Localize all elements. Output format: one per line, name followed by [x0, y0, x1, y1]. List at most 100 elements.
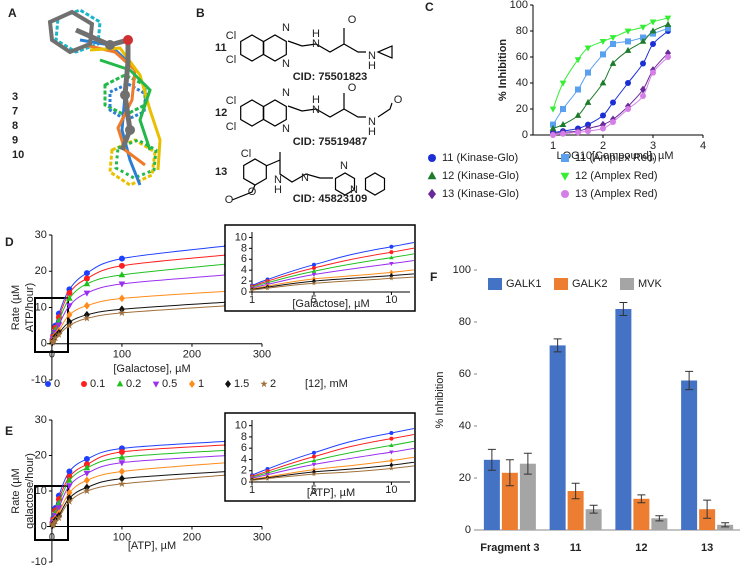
- marker: [389, 244, 394, 249]
- bar: [519, 463, 536, 530]
- ligand-label: 10: [12, 149, 24, 161]
- marker: [311, 266, 316, 270]
- legend-swatch: [554, 278, 568, 290]
- legend-label: 11 (Amplex Red): [575, 152, 657, 164]
- x-tick-label: 0: [49, 531, 55, 543]
- marker: [389, 443, 394, 447]
- bar: [615, 309, 632, 530]
- marker: [559, 80, 567, 87]
- marker: [561, 190, 569, 198]
- x-tick-label: 13: [701, 542, 713, 554]
- atom-label: N: [350, 184, 358, 196]
- y-tick-label: 0: [465, 524, 471, 536]
- marker: [152, 381, 160, 388]
- fit-curve: [251, 440, 414, 478]
- y-tick-label: 0: [41, 520, 47, 532]
- marker: [66, 303, 73, 310]
- atom-label: H: [368, 126, 376, 138]
- structure: [240, 93, 393, 127]
- y-tick-label: 10: [35, 301, 47, 313]
- bar: [483, 459, 500, 530]
- marker: [388, 465, 394, 471]
- fit-curve: [552, 30, 669, 133]
- marker: [55, 314, 62, 321]
- marker: [66, 468, 73, 475]
- marker: [584, 45, 592, 52]
- y-tick-label: 2: [241, 465, 247, 477]
- atom-label: H: [274, 184, 282, 196]
- x-tick-label: 300: [253, 531, 271, 543]
- x-tick-label: Fragment 3: [480, 542, 539, 554]
- marker: [550, 121, 556, 128]
- legend-label: 1: [198, 378, 204, 390]
- error-bar: [553, 338, 562, 353]
- ring: [240, 99, 264, 127]
- marker: [83, 487, 91, 495]
- inset-frame: [224, 224, 416, 312]
- legend-label: 12 (Amplex Red): [575, 170, 658, 182]
- error-bar: [655, 515, 664, 522]
- marker: [622, 221, 626, 225]
- marker: [118, 480, 126, 488]
- legend-label: 13 (Amplex Red): [575, 188, 658, 200]
- marker: [609, 59, 617, 66]
- marker: [66, 483, 73, 490]
- marker: [560, 130, 566, 137]
- marker: [389, 458, 394, 464]
- marker: [622, 257, 626, 262]
- marker: [260, 380, 268, 388]
- atom-label: N: [282, 87, 290, 99]
- atom-label: N: [282, 123, 290, 135]
- bond: [287, 93, 345, 118]
- marker: [249, 287, 255, 293]
- fit-curve: [52, 474, 228, 526]
- y-tick-label: 2: [241, 275, 247, 287]
- marker: [66, 488, 73, 497]
- x-tick-label: 300: [253, 349, 271, 361]
- atom-label: N: [312, 38, 320, 50]
- marker: [427, 171, 437, 180]
- ligand-label: 8: [12, 120, 18, 132]
- y-tick-label: 40: [459, 420, 471, 432]
- atom-label: N: [282, 22, 290, 34]
- atom-label: N: [340, 160, 348, 172]
- bar: [549, 345, 566, 530]
- legend-label: GALK2: [572, 278, 607, 290]
- x-tick-label: 1: [550, 140, 556, 152]
- marker: [574, 57, 582, 64]
- error-bar: [619, 302, 628, 316]
- x-tick-label: 5: [311, 294, 317, 306]
- marker: [51, 517, 60, 525]
- atom-label: N: [301, 172, 309, 184]
- fit-curve: [251, 456, 414, 480]
- marker: [83, 476, 90, 485]
- y-axis-title: Rate (µM: [10, 285, 22, 330]
- marker: [428, 188, 436, 200]
- marker: [118, 294, 125, 303]
- marker: [640, 85, 646, 94]
- marker: [622, 233, 626, 237]
- marker: [389, 450, 394, 455]
- marker: [650, 41, 656, 47]
- error-bar: [637, 494, 646, 504]
- panel-label: C: [425, 0, 434, 14]
- y-tick-label: 0: [241, 286, 247, 298]
- marker: [550, 132, 556, 138]
- marker: [664, 15, 672, 22]
- error-bar: [523, 452, 532, 475]
- x-tick-label: 11: [570, 542, 582, 554]
- atom-label: O: [225, 194, 234, 206]
- ring: [334, 172, 356, 196]
- y-tick-label: 60: [516, 51, 528, 63]
- bond: [287, 28, 345, 53]
- atom-label: O: [348, 14, 357, 26]
- error-bar: [505, 459, 514, 487]
- bar: [585, 509, 602, 530]
- atom-label: N: [312, 104, 320, 116]
- ring: [108, 82, 148, 122]
- fit-curve: [251, 434, 414, 477]
- x-tick-label: 10: [385, 294, 397, 306]
- y-tick-label: 80: [516, 25, 528, 37]
- fit-curve: [251, 447, 414, 479]
